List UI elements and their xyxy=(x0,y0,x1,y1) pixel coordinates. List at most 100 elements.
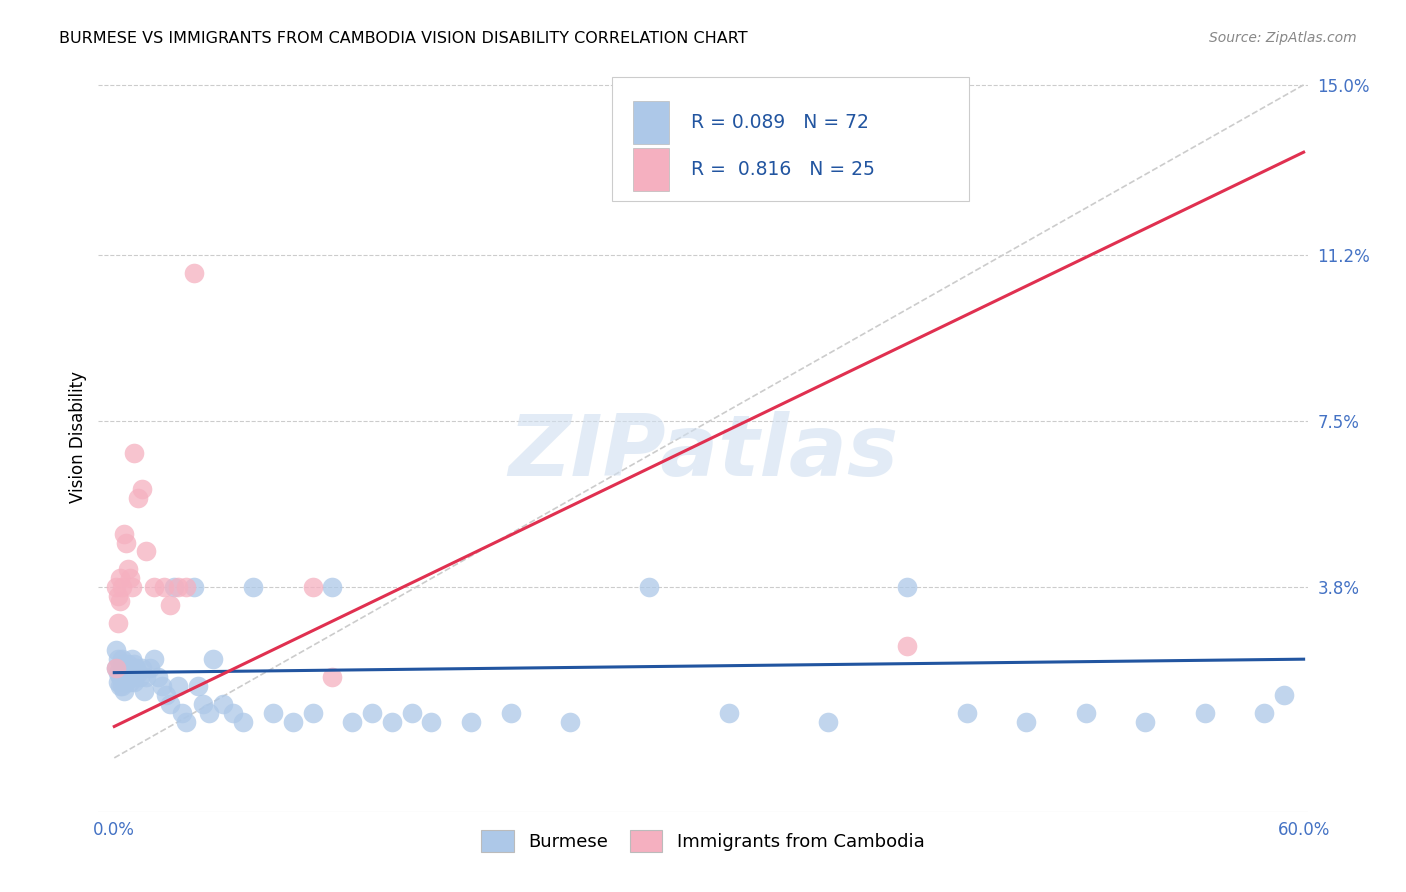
Point xyxy=(142,581,165,595)
Point xyxy=(1074,706,1097,720)
Point xyxy=(896,581,918,595)
Point xyxy=(186,679,208,693)
Point xyxy=(131,661,153,675)
Point xyxy=(105,661,128,675)
Y-axis label: Vision Disability: Vision Disability xyxy=(69,371,87,503)
Point xyxy=(110,661,132,675)
Point xyxy=(112,657,135,671)
Point xyxy=(110,594,132,608)
Point xyxy=(110,571,132,585)
Point xyxy=(129,670,152,684)
Point xyxy=(121,652,143,666)
Point xyxy=(499,706,522,720)
Point xyxy=(163,581,186,595)
Point xyxy=(1015,714,1038,729)
Point xyxy=(174,581,197,595)
Point xyxy=(281,714,304,729)
Point xyxy=(112,683,135,698)
Point xyxy=(301,581,323,595)
Point xyxy=(153,581,176,595)
Point xyxy=(122,446,145,460)
Point xyxy=(105,643,128,657)
Point xyxy=(222,706,245,720)
Text: R = 0.089   N = 72: R = 0.089 N = 72 xyxy=(690,113,869,132)
Point xyxy=(115,661,138,675)
Point xyxy=(117,657,139,671)
Point xyxy=(111,665,134,680)
Point xyxy=(121,670,143,684)
Point xyxy=(142,652,165,666)
Point xyxy=(717,706,740,720)
Point xyxy=(115,674,138,689)
Point xyxy=(110,679,132,693)
Point xyxy=(107,652,129,666)
Point xyxy=(107,665,129,680)
Legend: Burmese, Immigrants from Cambodia: Burmese, Immigrants from Cambodia xyxy=(474,822,932,859)
Point xyxy=(212,697,235,711)
Point xyxy=(381,714,404,729)
Point xyxy=(111,581,134,595)
Point xyxy=(131,482,153,496)
Text: BURMESE VS IMMIGRANTS FROM CAMBODIA VISION DISABILITY CORRELATION CHART: BURMESE VS IMMIGRANTS FROM CAMBODIA VISI… xyxy=(59,31,748,46)
Point xyxy=(1194,706,1216,720)
Point xyxy=(112,526,135,541)
Point xyxy=(321,581,343,595)
Point xyxy=(1253,706,1275,720)
Point xyxy=(150,679,173,693)
Point xyxy=(956,706,979,720)
Point xyxy=(166,581,188,595)
Point xyxy=(127,491,149,505)
Point xyxy=(361,706,384,720)
Point xyxy=(115,535,138,549)
FancyBboxPatch shape xyxy=(633,148,669,191)
Point xyxy=(560,714,582,729)
Point xyxy=(139,661,162,675)
Point xyxy=(183,266,205,280)
FancyBboxPatch shape xyxy=(633,101,669,145)
Point xyxy=(198,706,221,720)
Point xyxy=(120,674,142,689)
Point xyxy=(105,581,128,595)
Point xyxy=(340,714,363,729)
FancyBboxPatch shape xyxy=(613,78,969,201)
Point xyxy=(420,714,443,729)
Point xyxy=(125,661,148,675)
Point xyxy=(174,714,197,729)
Point xyxy=(1133,714,1156,729)
Point xyxy=(135,670,157,684)
Point xyxy=(111,652,134,666)
Point xyxy=(301,706,323,720)
Point xyxy=(401,706,423,720)
Point xyxy=(460,714,482,729)
Point xyxy=(159,697,181,711)
Point xyxy=(193,697,215,711)
Text: ZIPatlas: ZIPatlas xyxy=(508,410,898,493)
Point xyxy=(120,661,142,675)
Point xyxy=(159,599,181,613)
Point xyxy=(155,688,177,702)
Point xyxy=(107,616,129,631)
Point xyxy=(183,581,205,595)
Point xyxy=(112,670,135,684)
Point xyxy=(110,670,132,684)
Point xyxy=(111,679,134,693)
Point xyxy=(321,670,343,684)
Text: R =  0.816   N = 25: R = 0.816 N = 25 xyxy=(690,160,875,179)
Point xyxy=(232,714,254,729)
Point xyxy=(1272,688,1295,702)
Point xyxy=(202,652,225,666)
Point xyxy=(817,714,839,729)
Point xyxy=(132,683,155,698)
Point xyxy=(107,590,129,604)
Point xyxy=(896,639,918,653)
Point xyxy=(127,665,149,680)
Point xyxy=(638,581,661,595)
Point xyxy=(122,657,145,671)
Point xyxy=(122,674,145,689)
Point xyxy=(120,571,142,585)
Point xyxy=(242,581,264,595)
Point xyxy=(135,544,157,558)
Point xyxy=(146,670,169,684)
Point xyxy=(117,562,139,576)
Point xyxy=(107,674,129,689)
